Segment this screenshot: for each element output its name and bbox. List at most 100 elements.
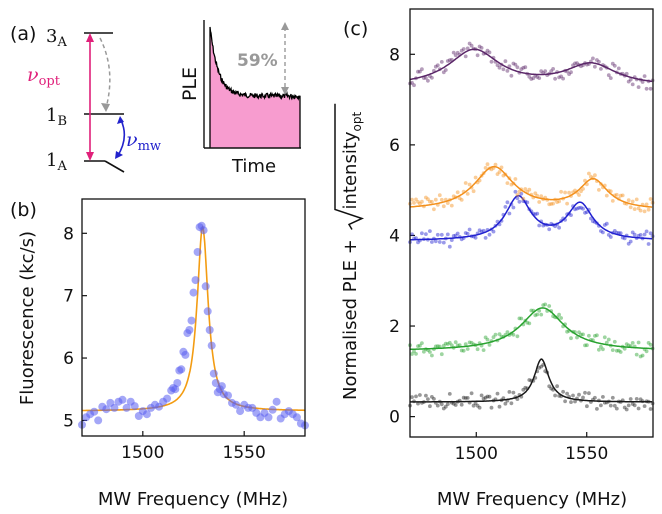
series-point — [523, 65, 528, 70]
series-point — [597, 347, 601, 352]
series-point — [433, 344, 438, 349]
nu-mw-label: νmw — [126, 129, 161, 154]
data-point — [122, 403, 131, 412]
series-point — [441, 204, 446, 209]
series-point — [551, 67, 555, 71]
series-point — [453, 403, 458, 407]
series-point — [445, 59, 450, 63]
data-point — [207, 341, 216, 350]
series-point — [511, 390, 516, 395]
series-point — [441, 70, 446, 75]
series-point — [636, 340, 641, 345]
series-point — [549, 69, 554, 73]
series-point — [577, 206, 581, 210]
series-point — [477, 405, 482, 410]
panel-c: (c) 1500 1550 0 2 4 6 8 MW Frequency (MHz) Nor… — [334, 8, 655, 510]
series-point — [428, 350, 432, 354]
series-point — [569, 400, 573, 404]
ple-inset: 59% PLE Time — [179, 20, 301, 177]
series-point — [602, 335, 607, 340]
series-point — [589, 216, 593, 221]
panel-b-ylabel: Fluorescence (kc/s) — [17, 231, 38, 405]
series-point — [499, 165, 504, 170]
data-point — [264, 413, 273, 422]
series-point — [595, 58, 599, 62]
series-point — [465, 231, 470, 236]
series-point — [485, 394, 490, 399]
optical-arrow-head-up — [86, 33, 94, 42]
series-point — [644, 349, 649, 354]
data-point — [209, 369, 218, 378]
series-point — [539, 194, 544, 199]
series-point — [483, 395, 488, 400]
series-point — [599, 344, 603, 349]
series-point — [418, 201, 422, 206]
series-point — [535, 211, 540, 216]
series-point — [589, 174, 593, 179]
series-point — [433, 239, 438, 244]
series-point — [636, 233, 641, 238]
panel-c-ylabel-text: Normalised PLE + intensityopt — [340, 111, 364, 400]
series-point — [473, 401, 478, 406]
series-point — [487, 50, 492, 55]
series-point — [465, 396, 470, 400]
data-point — [185, 326, 194, 334]
series-point — [628, 205, 633, 210]
series-point — [620, 193, 625, 198]
series-point — [610, 348, 615, 352]
series-point — [624, 71, 629, 76]
series-point — [457, 196, 462, 201]
series-point — [489, 59, 494, 64]
series-point — [547, 227, 552, 232]
series-point — [644, 229, 649, 234]
series-point — [461, 395, 466, 400]
series-point — [640, 80, 645, 84]
series-point — [608, 76, 613, 80]
series-point — [414, 197, 418, 202]
series-point — [595, 407, 599, 411]
series-point — [551, 201, 555, 206]
mw-arrow-head-down — [115, 151, 123, 159]
series-point — [475, 347, 480, 352]
series-point — [513, 177, 518, 181]
series-point — [424, 232, 428, 237]
mw-arrow — [116, 117, 126, 158]
series-point — [636, 85, 641, 89]
y-tick-label: 8 — [63, 224, 74, 244]
series-point — [503, 401, 508, 406]
series-point — [410, 232, 414, 237]
series-point — [463, 54, 468, 59]
series-point — [604, 193, 609, 198]
data-point — [211, 379, 220, 387]
series-point — [577, 330, 581, 335]
series-point — [557, 199, 561, 204]
level-3a-label: 3A — [46, 26, 67, 50]
series-point — [477, 228, 482, 233]
series-point — [632, 232, 637, 237]
panel-c-label: (c) — [343, 18, 368, 40]
data-point — [232, 400, 241, 409]
series-point — [461, 47, 466, 51]
series-point — [632, 403, 637, 408]
drop-percent-label: 59% — [237, 51, 278, 71]
series-point — [581, 332, 585, 337]
series-point — [447, 392, 452, 396]
series-point — [587, 171, 591, 176]
panel-c-ylabel: Normalised PLE + intensityopt — [334, 103, 365, 400]
series-point — [505, 69, 510, 73]
series-point — [527, 378, 532, 382]
data-point — [187, 316, 196, 325]
series-point — [449, 343, 454, 348]
series-point — [459, 237, 464, 242]
series-point — [632, 207, 637, 212]
series-point — [493, 162, 498, 167]
series-point — [428, 199, 432, 204]
series-point — [469, 391, 474, 396]
series-point — [509, 73, 514, 78]
series-point — [616, 348, 621, 353]
series-point — [443, 68, 448, 72]
series-point — [599, 67, 603, 71]
series-point — [439, 232, 444, 237]
series-point — [418, 343, 422, 348]
series-point — [646, 242, 651, 246]
